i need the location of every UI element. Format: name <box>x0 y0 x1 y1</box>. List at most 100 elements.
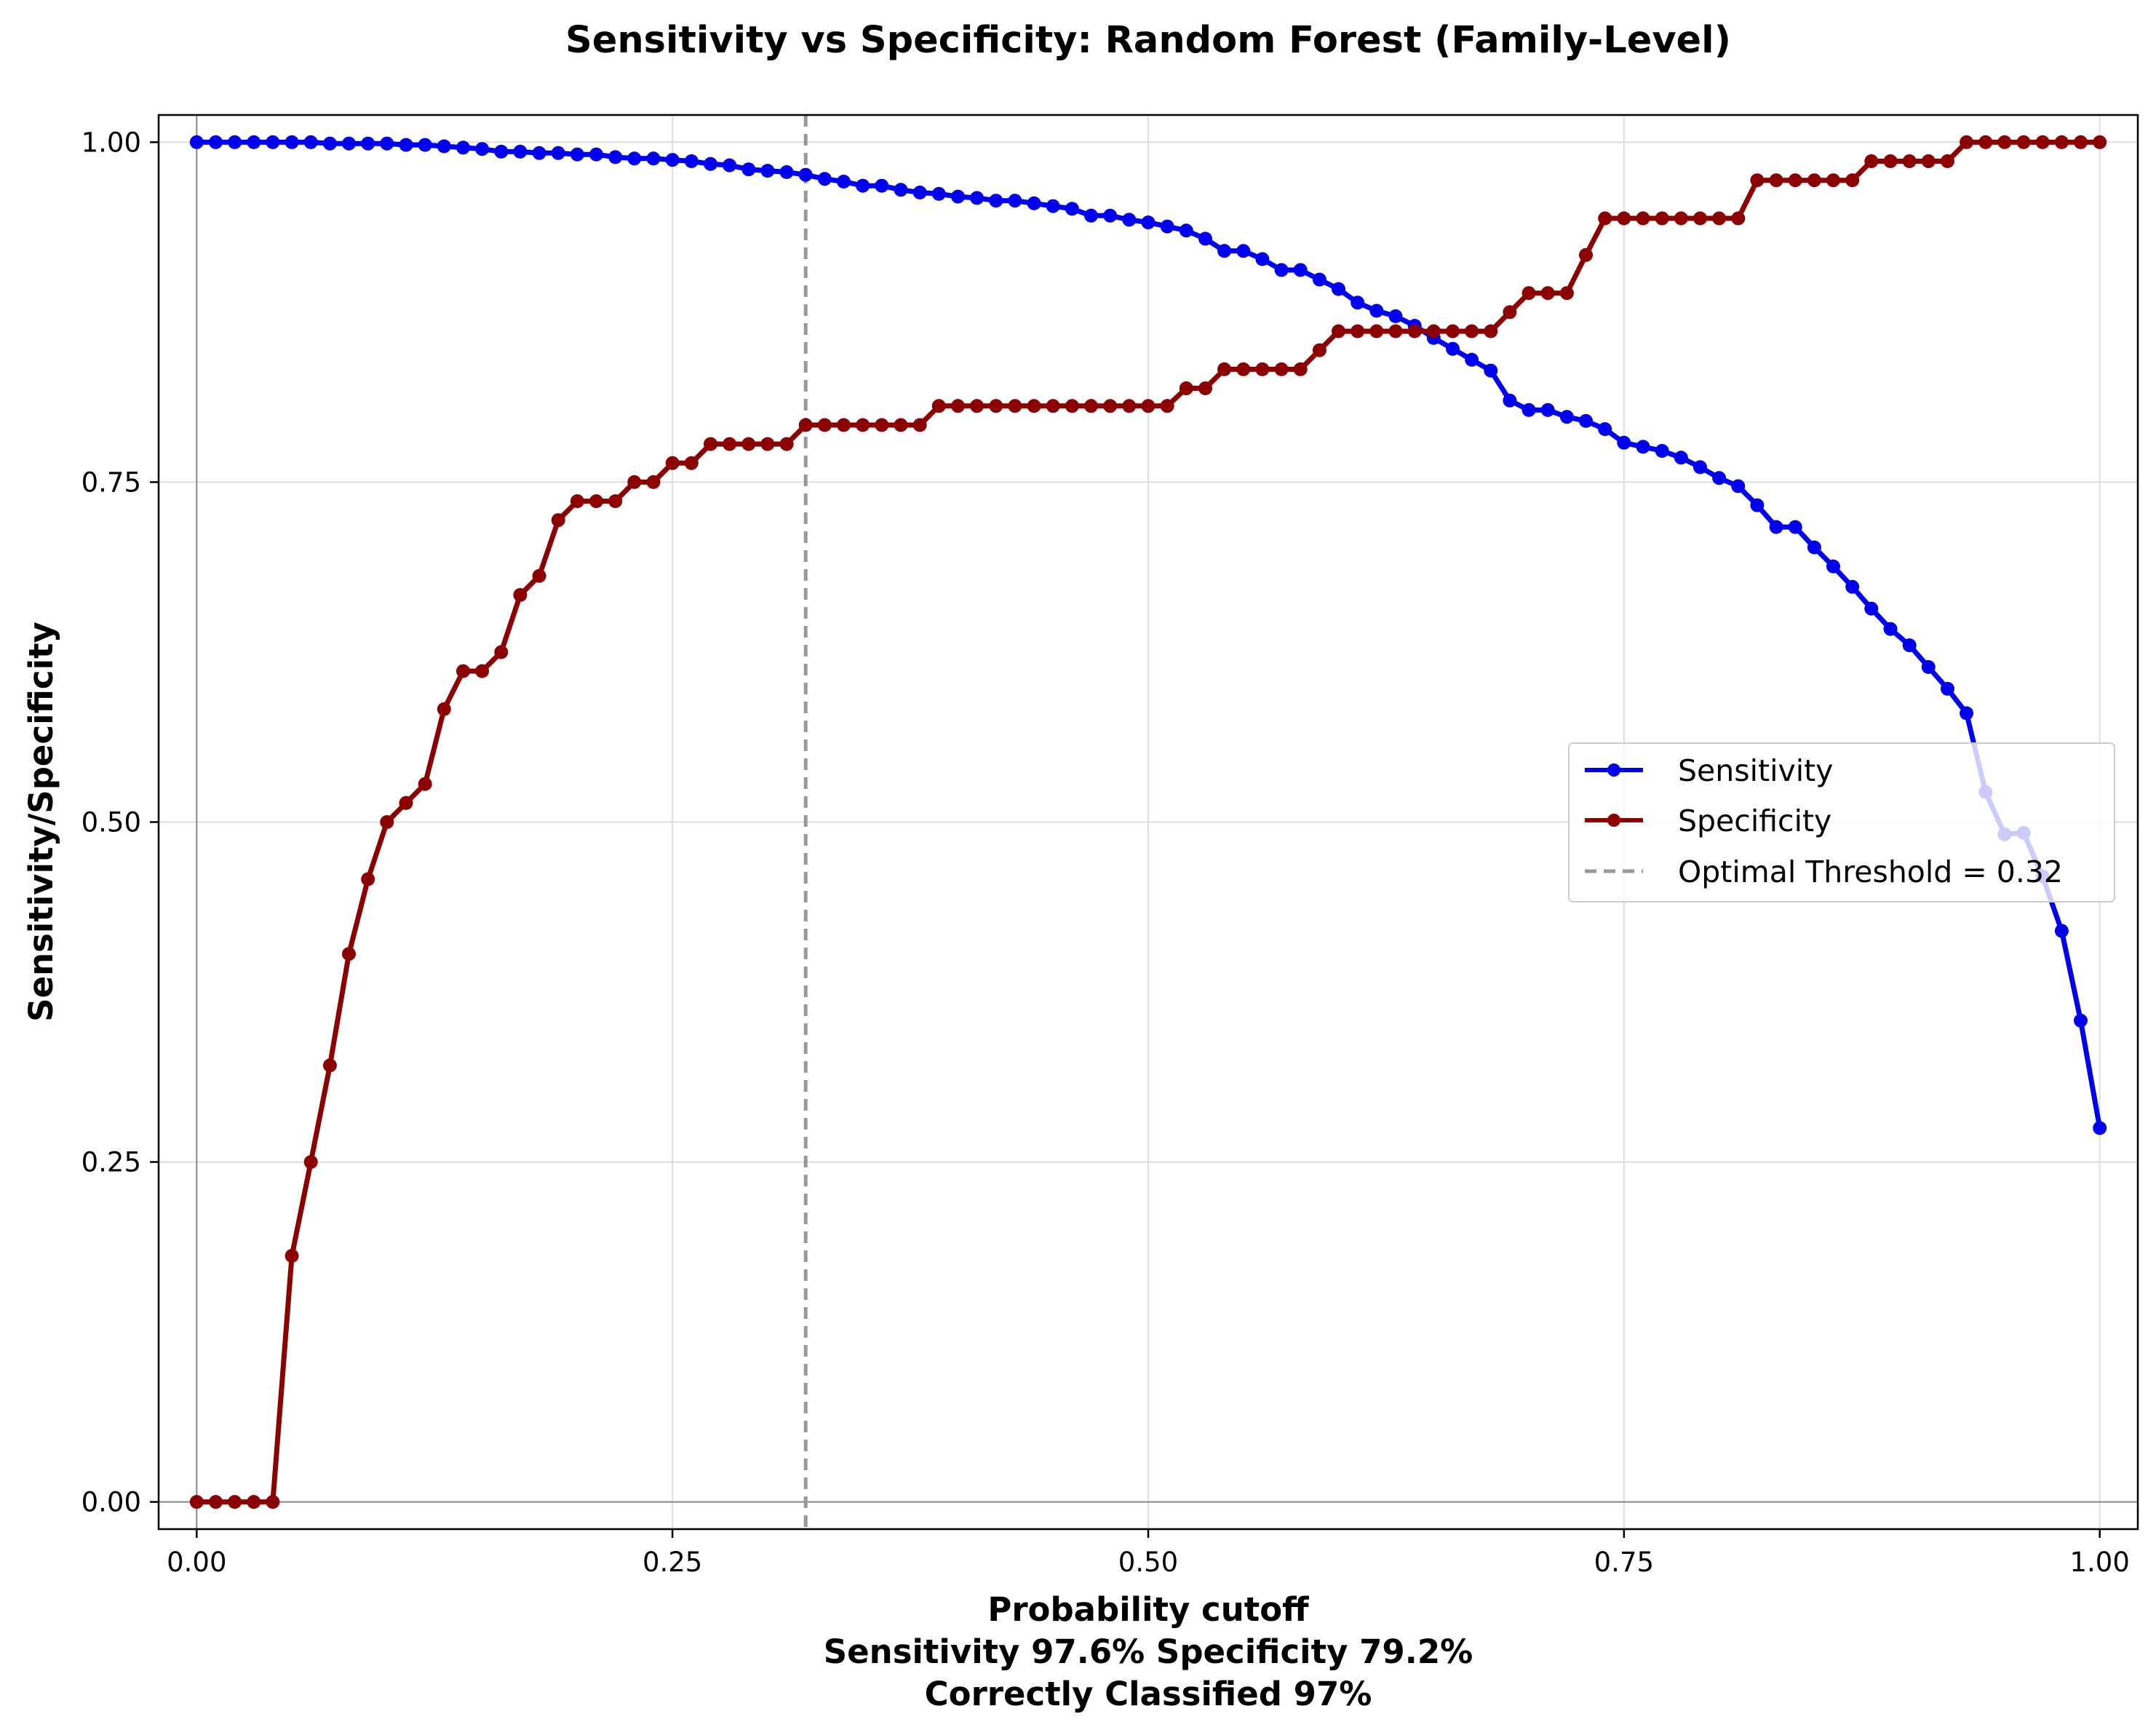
x-axis-ticks: 0.00 0.25 0.50 0.75 1.00 <box>167 1529 2130 1578</box>
specificity-point <box>1978 135 1993 149</box>
sensitivity-point <box>1122 213 1137 227</box>
sensitivity-point <box>1636 440 1650 454</box>
specificity-point <box>1369 324 1384 338</box>
specificity-point <box>1845 173 1860 188</box>
x-tick-label: 0.50 <box>1118 1547 1178 1578</box>
sensitivity-point <box>760 164 775 178</box>
specificity-point <box>1617 211 1631 226</box>
specificity-point <box>608 494 623 509</box>
specificity-point <box>1065 399 1079 413</box>
specificity-point <box>646 475 661 489</box>
sensitivity-point <box>494 144 509 159</box>
specificity-point <box>1712 211 1727 226</box>
x-tick-label: 0.00 <box>167 1547 226 1578</box>
specificity-point <box>704 437 717 451</box>
sensitivity-point <box>1864 601 1879 616</box>
sensitivity-point <box>342 136 356 151</box>
sensitivity-point <box>1103 208 1118 223</box>
specificity-point <box>456 664 470 678</box>
specificity-point <box>570 494 584 509</box>
specificity-point <box>1160 399 1174 413</box>
sensitivity-point <box>608 150 623 164</box>
sensitivity-point <box>1769 520 1783 534</box>
specificity-point <box>1540 286 1555 301</box>
sensitivity-point <box>1141 215 1155 230</box>
chart-title: Sensitivity vs Specificity: Random Fores… <box>565 19 1731 62</box>
specificity-point <box>2093 135 2107 149</box>
specificity-point <box>931 399 946 413</box>
sensitivity-point <box>1312 272 1326 287</box>
sensitivity-point <box>1046 199 1060 213</box>
sensitivity-point <box>704 156 717 171</box>
specificity-point <box>817 418 832 432</box>
sensitivity-point <box>894 183 908 197</box>
sensitivity-point <box>856 178 870 193</box>
specificity-point <box>1103 399 1118 413</box>
sensitivity-point <box>817 172 832 186</box>
sensitivity-point <box>1693 460 1707 475</box>
sensitivity-point <box>875 178 889 193</box>
sensitivity-point <box>1579 413 1593 428</box>
specificity-point <box>1236 362 1251 376</box>
sensitivity-point <box>303 135 318 149</box>
sensitivity-point <box>1960 706 1974 721</box>
specificity-point <box>228 1495 242 1509</box>
sensitivity-point <box>2093 1121 2107 1135</box>
specificity-point <box>1446 324 1460 338</box>
sensitivity-point <box>361 136 375 151</box>
specificity-point <box>1141 399 1155 413</box>
sensitivity-point <box>1484 363 1498 378</box>
specificity-point <box>1312 343 1326 357</box>
x-tick-label: 0.75 <box>1594 1547 1654 1578</box>
sensitivity-point <box>1902 638 1917 653</box>
specificity-point <box>779 437 794 451</box>
sensitivity-point <box>931 186 946 201</box>
sensitivity-point <box>551 146 565 160</box>
sensitivity-point <box>1332 282 1345 296</box>
sensitivity-point <box>1027 196 1041 210</box>
specificity-point <box>875 418 889 432</box>
specificity-point <box>1750 173 1765 188</box>
specificity-point <box>684 456 699 470</box>
sensitivity-point <box>513 144 528 159</box>
sensitivity-point <box>1883 622 1898 636</box>
sensitivity-point <box>1465 352 1479 367</box>
specificity-point <box>912 418 927 432</box>
specificity-point <box>741 437 756 451</box>
sensitivity-point <box>665 153 680 167</box>
sensitivity-point <box>2054 924 2069 938</box>
specificity-point <box>760 437 775 451</box>
specificity-point <box>589 494 603 509</box>
y-axis-label: Sensitivity/Specificity <box>22 622 60 1022</box>
legend-sensitivity-label: Sensitivity <box>1678 753 1833 788</box>
specificity-point <box>1731 211 1746 226</box>
specificity-point <box>1579 247 1593 262</box>
specificity-point <box>380 815 394 829</box>
specificity-point <box>1636 211 1650 226</box>
sensitivity-point <box>475 142 490 156</box>
specificity-point <box>856 418 870 432</box>
specificity-point <box>1046 399 1060 413</box>
specificity-point <box>1503 305 1517 320</box>
sensitivity-point <box>1921 660 1936 674</box>
specificity-point <box>1274 362 1289 376</box>
y-tick-label: 1.00 <box>81 127 141 158</box>
y-axis-ticks: 0.00 0.25 0.50 0.75 1.00 <box>81 127 159 1518</box>
sensitivity-point <box>266 135 280 149</box>
specificity-point <box>1693 211 1707 226</box>
specificity-point <box>1655 211 1669 226</box>
specificity-point <box>970 399 984 413</box>
specificity-point <box>1351 324 1365 338</box>
specificity-point <box>1084 399 1098 413</box>
specificity-point <box>1388 324 1403 338</box>
sensitivity-point <box>189 135 204 149</box>
specificity-point <box>322 1058 337 1073</box>
specificity-point <box>1332 324 1345 338</box>
sensitivity-point <box>1008 194 1022 208</box>
specificity-point <box>266 1495 280 1509</box>
sensitivity-point <box>1274 263 1289 277</box>
y-tick-label: 0.75 <box>81 467 141 498</box>
specificity-point <box>361 872 375 886</box>
sensitivity-point <box>570 147 584 162</box>
specificity-point <box>209 1495 223 1509</box>
